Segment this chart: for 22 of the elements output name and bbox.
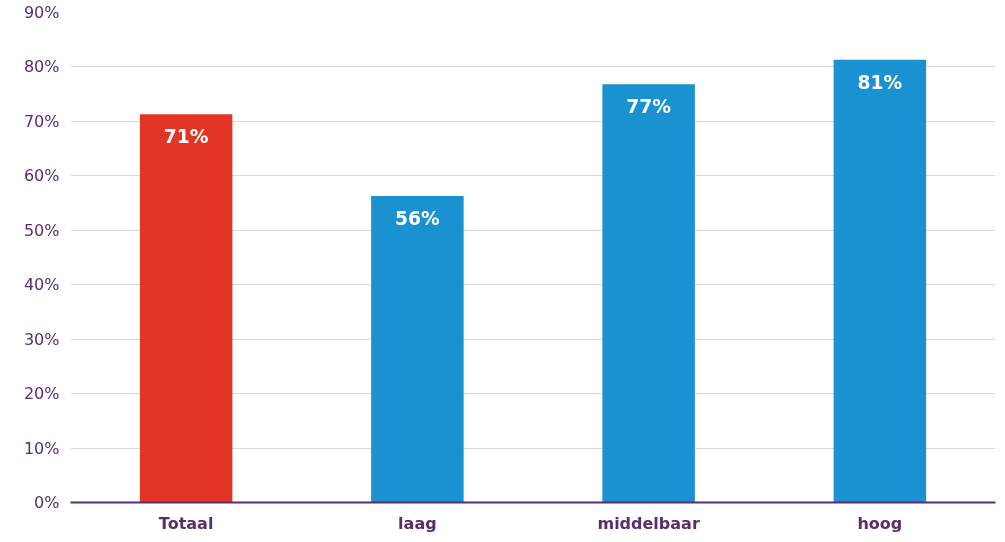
y-tick-label: 40% [23, 275, 60, 295]
data-label: 77% [626, 96, 672, 118]
y-tick-label: 90% [23, 3, 60, 22]
x-tick-label: hoog [857, 513, 903, 533]
y-tick-label: 50% [23, 220, 60, 240]
y-tick-label: 70% [23, 111, 60, 131]
x-tick-label: laag [398, 513, 437, 533]
y-tick-label: 80% [23, 57, 60, 77]
data-label: 56% [395, 207, 441, 229]
x-tick-label: Totaal [158, 513, 214, 533]
data-label: 81% [857, 71, 903, 93]
bar [371, 195, 464, 503]
y-tick-label: 60% [23, 166, 60, 186]
bar [139, 114, 233, 503]
y-tick-label: 10% [23, 438, 60, 458]
data-label: 71% [163, 126, 209, 148]
y-tick-label: 20% [23, 384, 60, 404]
x-tick-label: middelbaar [597, 513, 700, 533]
y-tick-label: 0% [34, 493, 60, 512]
y-tick-label: 30% [23, 329, 60, 349]
bar [602, 84, 695, 503]
bar [833, 59, 927, 503]
